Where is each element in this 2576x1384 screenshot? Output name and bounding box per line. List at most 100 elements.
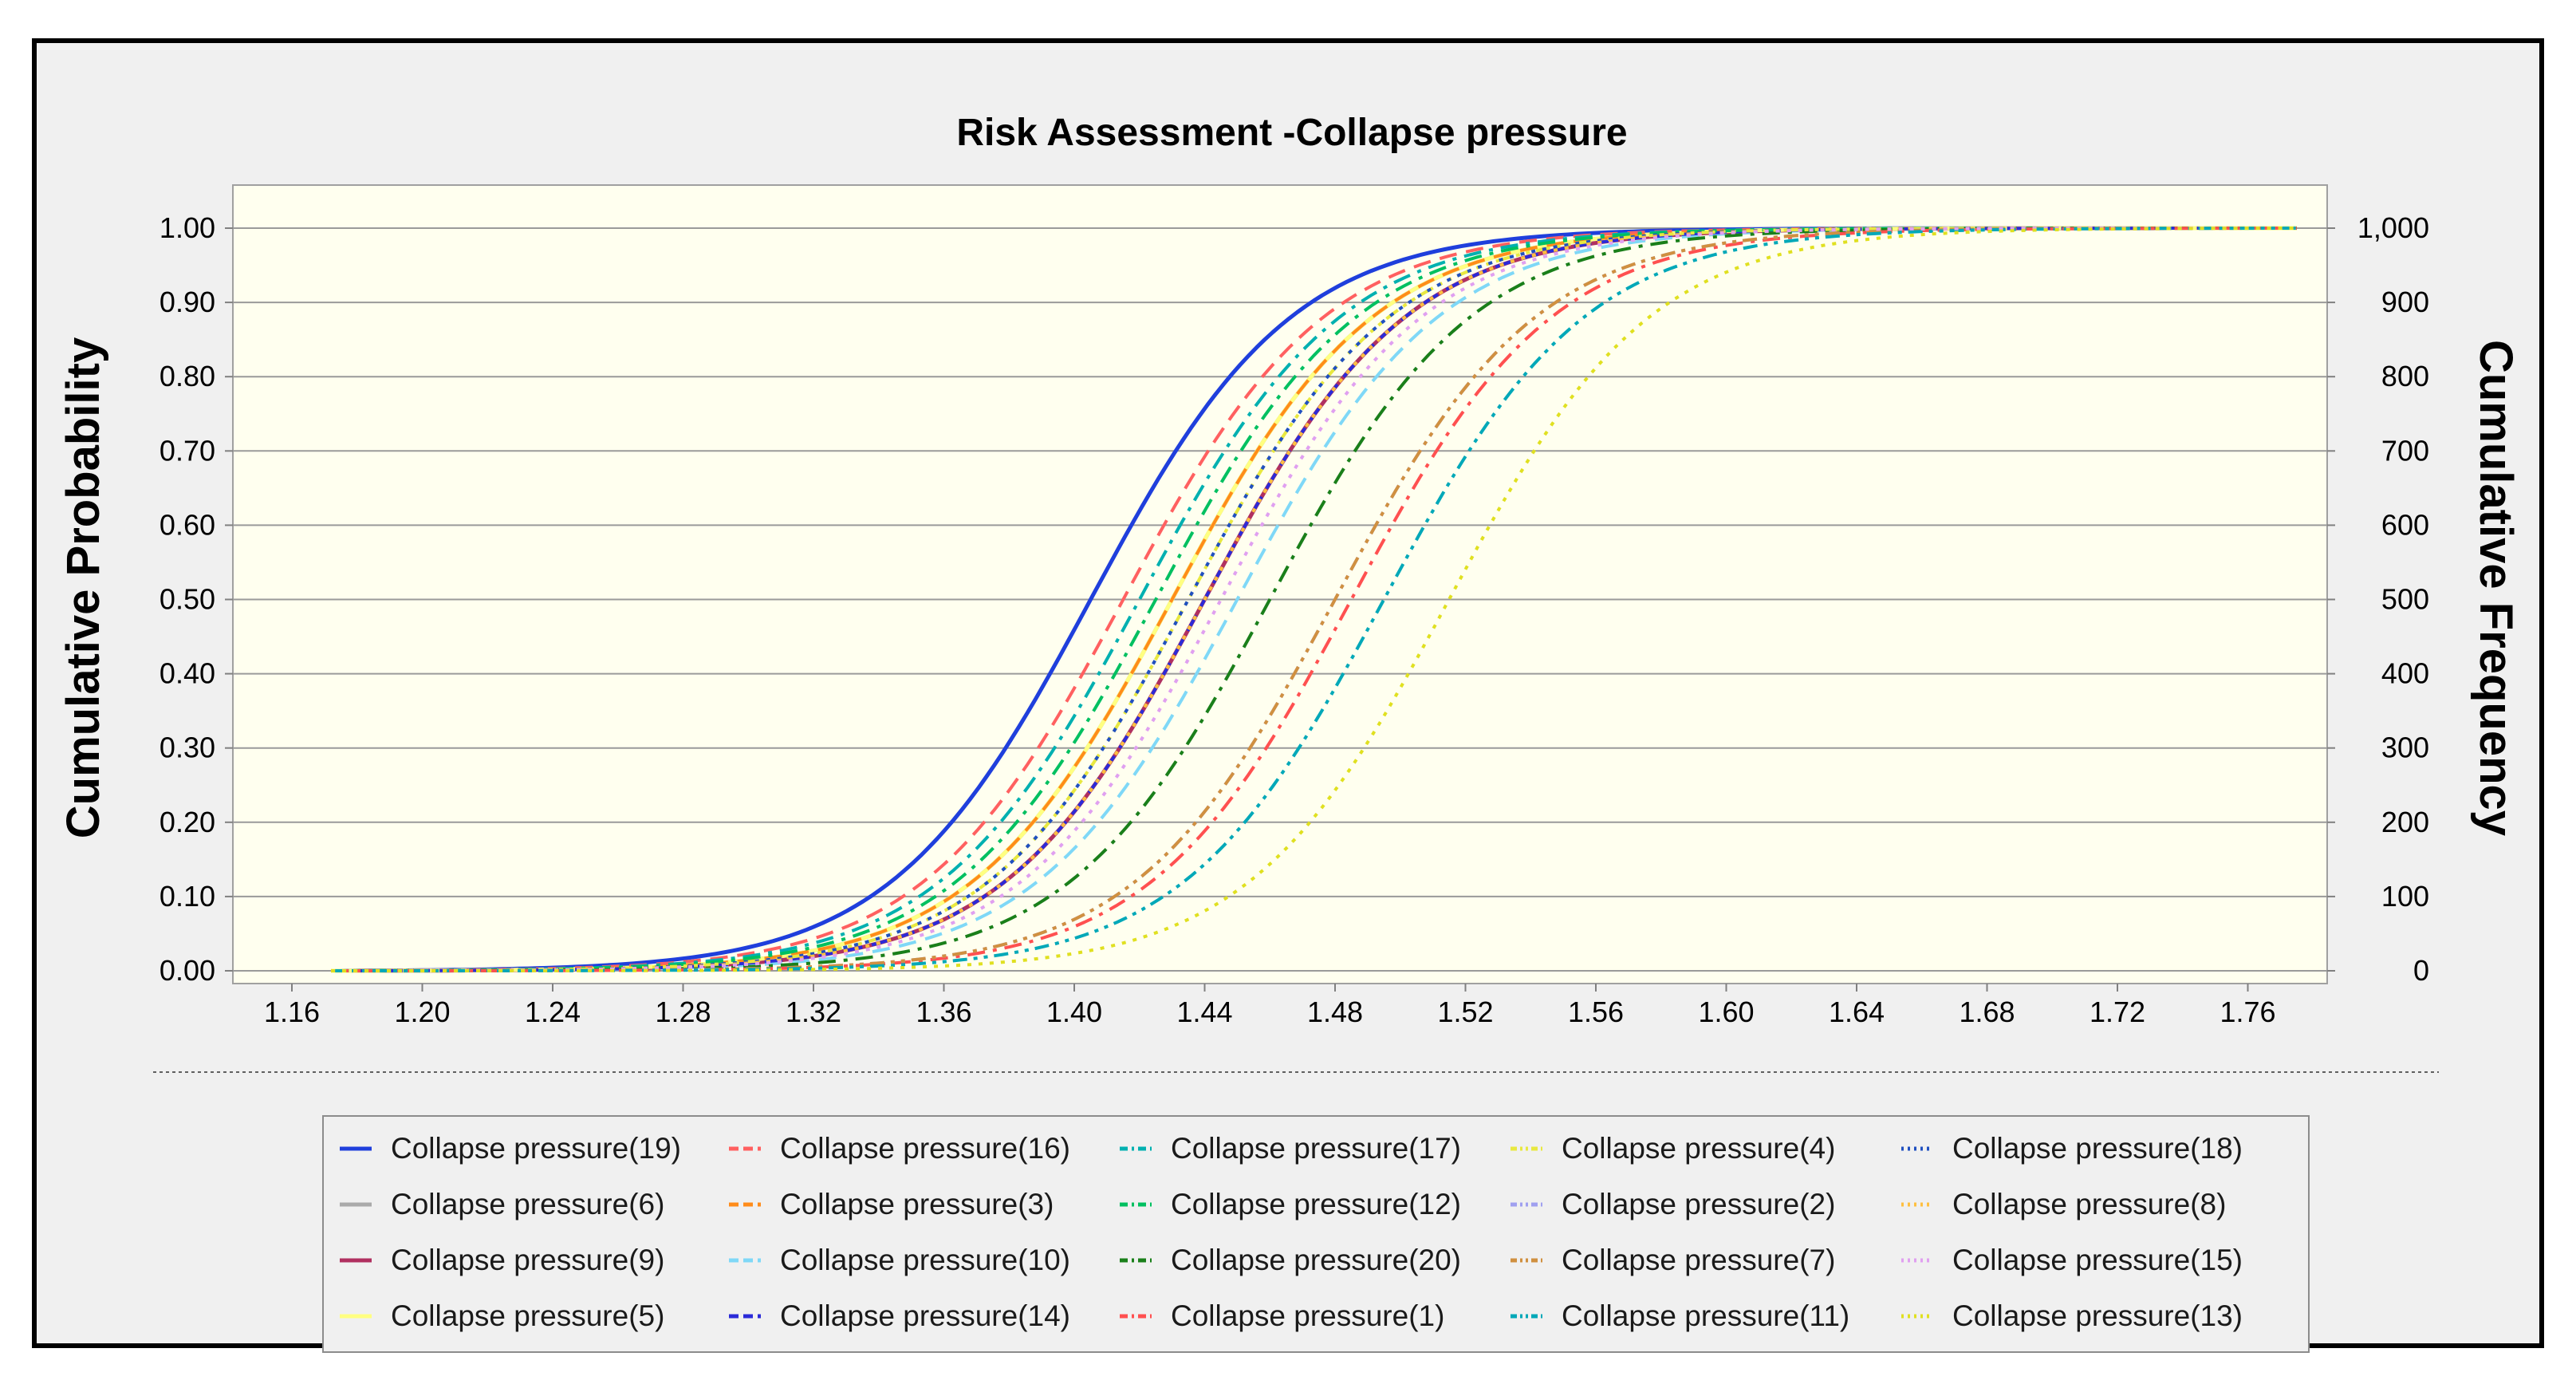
legend-swatch [1120,1146,1152,1151]
legend-swatch [1120,1258,1152,1263]
legend-item: Collapse pressure(19) [338,1125,681,1173]
legend-item: Collapse pressure(10) [727,1236,1070,1284]
x-tick-label: 1.56 [1568,996,1624,1028]
legend-label: Collapse pressure(9) [391,1244,665,1276]
legend-label: Collapse pressure(3) [780,1188,1054,1220]
legend-swatch [340,1202,372,1207]
y-tick-label: 0.90 [160,286,215,318]
series-line [331,227,2297,972]
plot-area [232,184,2328,984]
legend-item: Collapse pressure(9) [338,1236,664,1284]
x-tick-label: 1.28 [655,996,711,1028]
legend-label: Collapse pressure(14) [780,1299,1071,1332]
x-tick-label: 1.44 [1176,996,1232,1028]
y2-tick-label: 400 [2381,657,2429,690]
legend-swatch [729,1314,761,1319]
y-tick-label: 0.10 [160,880,215,913]
legend-label: Collapse pressure(6) [391,1188,665,1220]
legend-label: Collapse pressure(19) [391,1132,682,1165]
legend-swatch [729,1258,761,1263]
y2-tick-label: 200 [2381,806,2429,838]
y-axis-left: 0.00 0.10 0.20 0.30 0.40 0.50 0.60 0.70 0.80 0.90… [160,211,233,987]
legend-item: Collapse pressure(7) [1509,1236,1835,1284]
legend-item: Collapse pressure(2) [1509,1181,1835,1228]
legend-item: Collapse pressure(16) [727,1125,1070,1173]
legend-item: Collapse pressure(15) [1900,1236,2243,1284]
legend-item: Collapse pressure(18) [1900,1125,2243,1173]
y2-tick-label: 0 [2413,954,2429,987]
y-tick-label: 0.40 [160,657,215,690]
x-tick-label: 1.16 [264,996,320,1028]
legend-label: Collapse pressure(15) [1952,1244,2243,1276]
y-tick-label: 0.20 [160,806,215,838]
x-tick-label: 1.32 [786,996,841,1028]
y2-tick-label: 100 [2381,880,2429,913]
y-axis-right: 0 100 200 300 400 500 600 700 800 900 1,000 [2327,211,2429,987]
legend-swatch [1120,1314,1152,1319]
legend-item: Collapse pressure(11) [1509,1292,1849,1340]
y-tick-label: 0.70 [160,434,215,467]
legend-label: Collapse pressure(11) [1562,1299,1850,1332]
x-tick-label: 1.68 [1959,996,2015,1028]
y-tick-label: 0.60 [160,508,215,541]
legend-label: Collapse pressure(2) [1562,1188,1836,1220]
chart-frame: Risk Assessment -Collapse pressure 1.16 1… [32,38,2544,1353]
x-tick-label: 1.24 [525,996,581,1028]
legend-swatch [340,1258,372,1263]
legend-swatch [729,1146,761,1151]
legend-label: Collapse pressure(8) [1952,1188,2227,1220]
legend-item: Collapse pressure(4) [1509,1125,1835,1173]
x-axis: 1.16 1.20 1.24 1.28 1.32 1.36 1.40 1.44 1.48 1.52… [264,984,2276,1028]
legend-item: Collapse pressure(12) [1118,1181,1461,1228]
legend-swatch [1511,1202,1542,1207]
legend-swatch [1901,1314,1933,1319]
legend-label: Collapse pressure(17) [1171,1132,1462,1165]
x-tick-label: 1.64 [1829,996,1885,1028]
x-tick-label: 1.76 [2220,996,2275,1028]
legend-label: Collapse pressure(4) [1562,1132,1836,1165]
legend-label: Collapse pressure(7) [1562,1244,1836,1276]
legend-swatch [1511,1258,1542,1263]
legend-swatch [1901,1146,1933,1151]
legend-item: Collapse pressure(6) [338,1181,664,1228]
x-tick-label: 1.48 [1307,996,1363,1028]
legend-label: Collapse pressure(12) [1171,1188,1462,1220]
y2-tick-label: 800 [2381,360,2429,392]
series-line [331,227,2297,972]
y2-tick-label: 1,000 [2357,211,2429,244]
y-axis-label: Cumulative Probability [57,337,109,838]
legend-swatch [1901,1202,1933,1207]
x-tick-label: 1.36 [916,996,971,1028]
x-tick-label: 1.72 [2090,996,2145,1028]
legend-label: Collapse pressure(16) [780,1132,1071,1165]
y-tick-label: 0.80 [160,360,215,392]
y-tick-label: 0.50 [160,583,215,616]
legend-label: Collapse pressure(5) [391,1299,665,1332]
legend-swatch [1511,1146,1542,1151]
y2-axis-label: Cumulative Frequency [2470,340,2522,836]
legend-label: Collapse pressure(18) [1952,1132,2243,1165]
x-tick-label: 1.52 [1437,996,1493,1028]
legend-item: Collapse pressure(5) [338,1292,664,1340]
chart-legend: Collapse pressure(19) Collapse pressure(6… [322,1115,2310,1353]
legend-label: Collapse pressure(1) [1171,1299,1445,1332]
y-tick-label: 1.00 [160,211,215,244]
chart-canvas: Risk Assessment -Collapse pressure 1.16 1… [57,112,2522,1073]
y2-tick-label: 500 [2381,583,2429,616]
y-tick-label: 0.00 [160,954,215,987]
legend-item: Collapse pressure(17) [1118,1125,1461,1173]
legend-label: Collapse pressure(13) [1952,1299,2243,1332]
legend-swatch [1511,1314,1542,1319]
legend-label: Collapse pressure(20) [1171,1244,1462,1276]
series-lines [331,226,2297,973]
legend-item: Collapse pressure(14) [727,1292,1070,1340]
legend-swatch [340,1146,372,1151]
chart-title: Risk Assessment -Collapse pressure [956,112,1627,154]
x-tick-label: 1.20 [394,996,450,1028]
x-tick-label: 1.40 [1046,996,1102,1028]
legend-swatch [1901,1258,1933,1263]
x-tick-label: 1.60 [1698,996,1754,1028]
legend-item: Collapse pressure(8) [1900,1181,2226,1228]
y-tick-label: 0.30 [160,731,215,764]
series-line [331,227,2297,972]
